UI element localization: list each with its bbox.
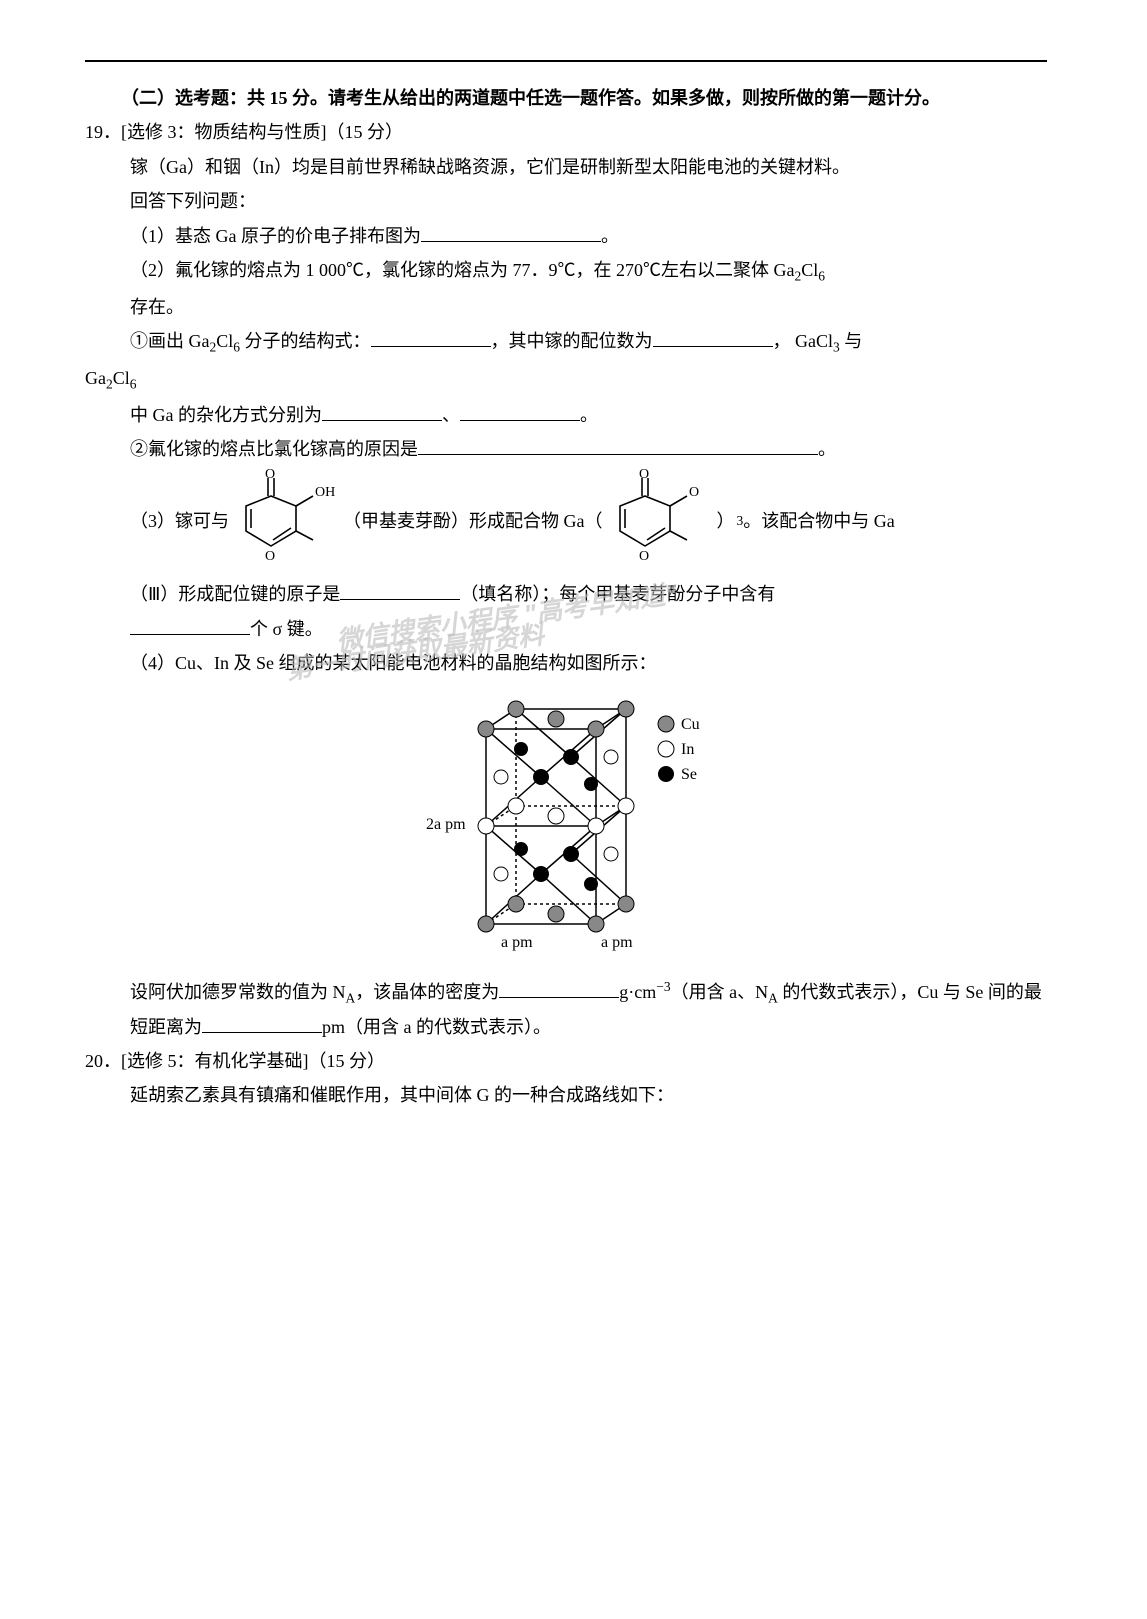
txt: ） [717, 505, 735, 537]
sup: −3 [656, 979, 670, 994]
q19-num: 19． [85, 122, 121, 142]
molecule-2: O O O [605, 466, 715, 576]
section-header: （二）选考题：共 15 分。请考生从给出的两道题中任选一题作答。如果多做，则按所… [85, 82, 1047, 114]
q19-p1b: 。 [601, 226, 619, 246]
q19-intro1: 镓（Ga）和铟（In）均是目前世界稀缺战略资源，它们是研制新型太阳能电池的关键材… [85, 151, 1047, 183]
txt: ，其中镓的配位数为 [491, 331, 653, 351]
q19-p2a-line: （2）氟化镓的熔点为 1 000℃，氯化镓的熔点为 77．9℃，在 270℃左右… [85, 254, 1047, 289]
q19-p2e-line: 中 Ga 的杂化方式分别为 、 。 [85, 399, 1047, 431]
blank [130, 615, 250, 635]
q19-p2c-line: ①画出 Ga2Cl6 分子的结构式：，其中镓的配位数为， GaCl3 与 [85, 325, 1047, 360]
txt: 分子的结构式： [240, 331, 371, 351]
blank [202, 1013, 322, 1033]
sub: 2 [106, 377, 113, 392]
q19-p3-line: （3）镓可与 O OH O （甲基麦芽酚）形成配合物 Ga（ [85, 466, 1047, 576]
mol-O-ring: O [265, 549, 275, 564]
q19-intro2: 回答下列问题： [85, 185, 1047, 217]
section-header-text: （二）选考题：共 15 分。请考生从给出的两道题中任选一题作答。如果多做，则按所… [121, 88, 940, 108]
blank [460, 401, 580, 421]
q20-title-line: 20．[选修 5：有机化学基础]（15 分） [85, 1045, 1047, 1077]
txt: ，该晶体的密度为 [355, 982, 499, 1002]
q19-title: [选修 3：物质结构与性质]（15 分） [121, 122, 403, 142]
legend-in: In [681, 741, 694, 758]
mol-O-right: O [689, 485, 699, 500]
txt: 与 [840, 331, 863, 351]
sub: A [346, 990, 356, 1005]
txt: （填名称）；每个甲基麦芽酚分子中含有 [460, 584, 775, 604]
legend-cu: Cu [681, 716, 700, 733]
blank [421, 222, 601, 242]
blank [371, 327, 491, 347]
txt: pm（用含 a 的代数式表示）。 [322, 1017, 551, 1037]
q19-p3e-line: 个 σ 键。 [85, 613, 1047, 645]
q19-p4a: （4）Cu、In 及 Se 组成的某太阳能电池材料的晶胞结构如图所示： [85, 647, 1047, 679]
blank [418, 436, 818, 456]
q19-p2a: （2）氟化镓的熔点为 1 000℃，氯化镓的熔点为 77．9℃，在 270℃左右… [130, 260, 795, 280]
txt: 个 σ 键。 [250, 619, 323, 639]
txt: 。 [818, 439, 836, 459]
txt: Ga [85, 368, 106, 388]
q19-p1a: （1）基态 Ga 原子的价电子排布图为 [130, 226, 421, 246]
q20-intro: 延胡索乙素具有镇痛和催眠作用，其中间体 G 的一种合成路线如下： [85, 1079, 1047, 1111]
q20-num: 20． [85, 1051, 121, 1071]
sub: 6 [818, 269, 825, 284]
q20-title: [选修 5：有机化学基础]（15 分） [121, 1051, 385, 1071]
txt: （Ⅲ）形成配位键的原子是 [130, 584, 340, 604]
sub: 6 [130, 377, 137, 392]
txt: 。 [580, 405, 598, 425]
txt: 设阿伏加德罗常数的值为 N [130, 982, 346, 1002]
q19-p2f-line: ②氟化镓的熔点比氯化镓高的原因是 。 [85, 433, 1047, 465]
molecule-1: O OH O [231, 466, 341, 576]
crystal-figure: 微信搜索小程序 "高考早知道" 第一时间获取最新资料 [85, 689, 1047, 969]
mol-O: O [265, 467, 275, 482]
crystal-label-2a: 2a pm [426, 816, 466, 833]
txt: g·cm [619, 982, 656, 1002]
sub: 3 [833, 340, 840, 355]
top-rule [85, 60, 1047, 62]
crystal-label-a1: a pm [601, 934, 633, 951]
txt: （甲基麦芽酚）形成配合物 Ga（ [343, 505, 603, 537]
blank [499, 978, 619, 998]
txt: Cl [801, 260, 818, 280]
mol-O: O [639, 467, 649, 482]
q19-title-line: 19．[选修 3：物质结构与性质]（15 分） [85, 116, 1047, 148]
txt: 。该配合物中与 Ga [743, 505, 895, 537]
blank [653, 327, 773, 347]
txt: Cl [113, 368, 130, 388]
blank [322, 401, 442, 421]
txt: ①画出 Ga [130, 331, 210, 351]
q19-p2d-line: Ga2Cl6 [85, 362, 1047, 397]
sub: 6 [233, 340, 240, 355]
txt: Cl [216, 331, 233, 351]
txt: ， GaCl [773, 331, 834, 351]
mol-O-ring: O [639, 549, 649, 564]
sub: A [768, 990, 778, 1005]
txt: （3）镓可与 [130, 505, 229, 537]
sub: 3 [737, 509, 744, 533]
q19-p4b-line: 设阿伏加德罗常数的值为 NA，该晶体的密度为g·cm−3（用含 a、NA 的代数… [85, 975, 1047, 1043]
crystal-label-a2: a pm [501, 934, 533, 951]
crystal-svg: 2a pm a pm a pm Cu In Se [366, 689, 766, 959]
mol-OH: OH [315, 485, 335, 500]
q19-p2b: 存在。 [85, 291, 1047, 323]
txt: （用含 a、N [671, 982, 769, 1002]
q19-p1: （1）基态 Ga 原子的价电子排布图为 。 [85, 220, 1047, 252]
legend-se: Se [681, 766, 697, 783]
txt: 中 Ga 的杂化方式分别为 [130, 405, 322, 425]
txt: ②氟化镓的熔点比氯化镓高的原因是 [130, 439, 418, 459]
txt: 、 [442, 405, 460, 425]
blank [340, 580, 460, 600]
q19-p3d-line: （Ⅲ）形成配位键的原子是 （填名称）；每个甲基麦芽酚分子中含有 [85, 578, 1047, 610]
